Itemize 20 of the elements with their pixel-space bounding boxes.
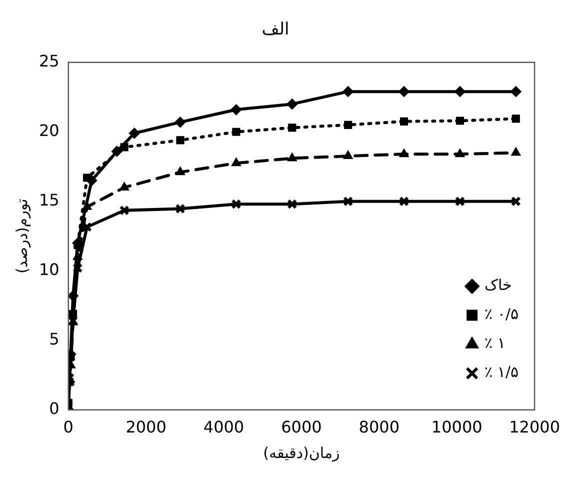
- legend-label: ٪ ۰/۵: [484, 305, 519, 324]
- x-axis-title: زمان(دقیقه): [263, 444, 340, 462]
- y-tick-label: 5: [49, 329, 60, 348]
- legend-label: ٪ ۱/۵: [484, 363, 519, 382]
- x-tick-label: 6000: [281, 418, 322, 437]
- x-tick-label: 2000: [126, 418, 166, 437]
- x-tick-label: 12000: [509, 418, 560, 437]
- y-tick-label: 20: [39, 121, 60, 140]
- y-tick-label: 15: [39, 190, 60, 210]
- x-tick-label: 4000: [203, 418, 244, 437]
- y-tick-label: 10: [39, 260, 60, 279]
- y-tick-label: 0: [49, 398, 60, 418]
- legend-label: خاک: [484, 276, 512, 294]
- legend-label: ٪ ۱: [484, 334, 506, 352]
- x-tick-label: 0: [63, 418, 74, 437]
- y-axis-title: تورم(درصد): [12, 198, 31, 274]
- x-tick-label: 10000: [431, 418, 482, 437]
- chart-title: الف: [262, 20, 290, 40]
- x-tick-label: 8000: [358, 418, 400, 437]
- y-tick-label: 25: [39, 52, 60, 71]
